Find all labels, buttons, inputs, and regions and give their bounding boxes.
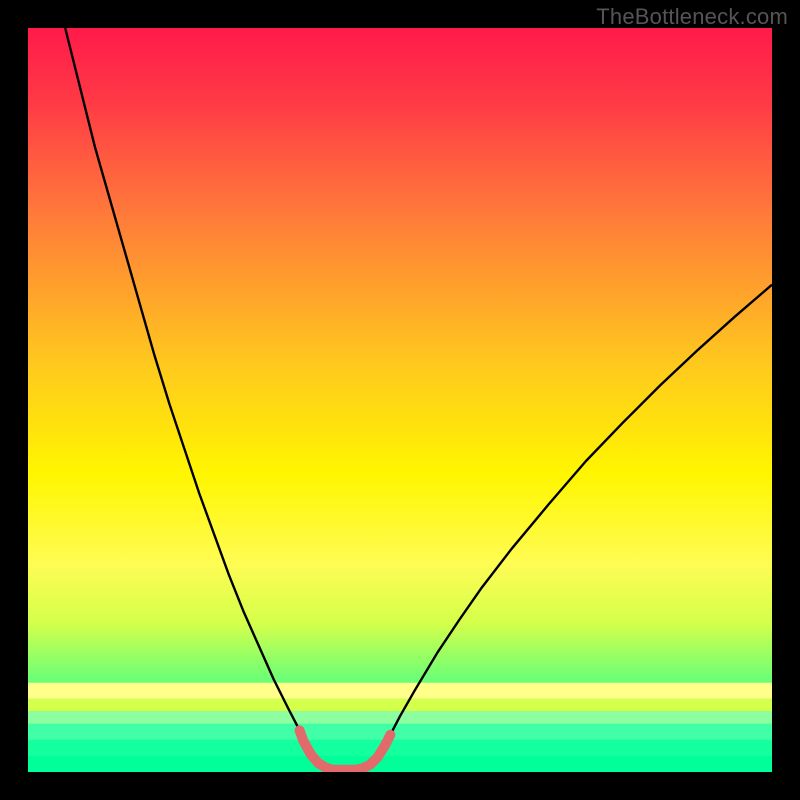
plot-container [28, 28, 772, 772]
plot-area [28, 28, 772, 772]
curve-layer [28, 28, 772, 772]
bottleneck-curve [65, 28, 772, 770]
watermark-text: TheBottleneck.com [596, 4, 788, 30]
optimal-range-overlay [300, 730, 391, 769]
